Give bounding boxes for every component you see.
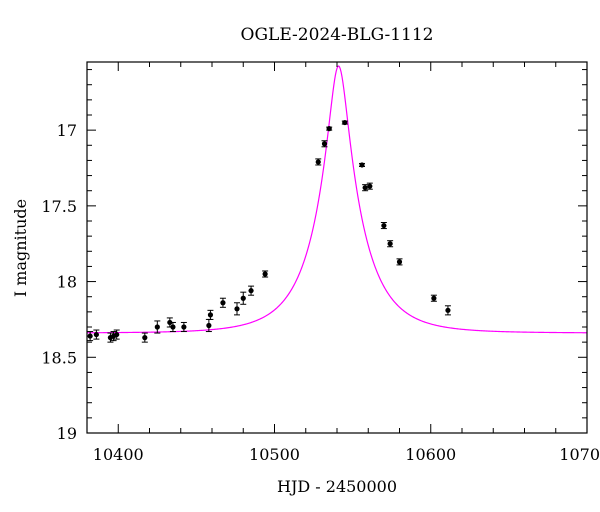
data-marker	[87, 333, 93, 339]
y-tick-label: 18	[57, 273, 77, 292]
data-marker	[234, 306, 240, 312]
data-point	[444, 305, 451, 316]
data-point	[366, 182, 373, 190]
data-marker	[248, 288, 254, 294]
axis-ticks-layer	[86, 62, 588, 434]
x-axis-label: HJD - 2450000	[277, 477, 397, 496]
data-point	[113, 329, 120, 340]
data-point	[87, 331, 94, 342]
data-point	[359, 162, 365, 168]
data-point	[169, 321, 176, 333]
y-tick-label: 19	[57, 424, 77, 443]
data-marker	[167, 319, 173, 326]
data-marker	[142, 335, 148, 341]
data-marker	[321, 141, 328, 147]
data-marker	[431, 295, 437, 301]
data-marker	[93, 331, 99, 338]
data-marker	[387, 241, 393, 247]
data-point	[93, 329, 100, 340]
x-tick-label: 10500	[249, 445, 300, 464]
y-tick-label: 18.5	[41, 348, 77, 367]
data-marker	[342, 119, 348, 126]
data-point	[430, 294, 437, 302]
y-tick-label: 17.5	[41, 197, 77, 216]
data-marker	[362, 185, 368, 191]
data-point	[219, 297, 226, 308]
data-point	[205, 318, 212, 333]
model-curve-layer	[87, 65, 588, 334]
data-marker	[240, 295, 246, 301]
x-tick-label: 10400	[93, 445, 144, 464]
data-point	[180, 321, 187, 333]
data-point	[380, 222, 387, 230]
data-marker	[181, 324, 187, 330]
y-axis-label: I magnitude	[11, 199, 30, 297]
data-point	[396, 258, 403, 266]
y-tick-labels: 17 17.5 18 18.5 19	[41, 121, 77, 443]
data-marker	[220, 300, 226, 306]
data-marker	[315, 159, 321, 165]
data-point	[248, 285, 255, 296]
data-marker	[326, 126, 332, 132]
data-marker	[367, 183, 373, 189]
data-marker	[359, 162, 365, 168]
data-points-layer	[87, 119, 451, 343]
data-marker	[114, 331, 120, 338]
data-marker	[262, 271, 268, 277]
data-marker	[445, 307, 451, 313]
data-point	[240, 291, 247, 305]
data-point	[362, 184, 369, 192]
data-point	[234, 302, 240, 316]
data-marker	[170, 324, 176, 330]
model-curve	[87, 65, 588, 334]
data-point	[341, 119, 348, 126]
data-point	[207, 309, 214, 320]
data-marker	[396, 259, 403, 265]
data-point	[321, 140, 328, 148]
chart-title: OGLE-2024-BLG-1112	[241, 25, 434, 45]
data-point	[315, 158, 322, 166]
x-tick-label: 1070	[559, 445, 600, 464]
x-tick-labels: 10400 10500 10600 1070	[93, 445, 600, 464]
data-marker	[381, 222, 387, 229]
x-tick-label: 10600	[405, 445, 456, 464]
data-marker	[154, 324, 160, 330]
data-point	[262, 270, 269, 278]
data-point	[326, 126, 333, 132]
data-point	[387, 240, 394, 248]
data-marker	[207, 312, 214, 318]
data-point	[141, 332, 148, 343]
data-point	[154, 320, 161, 334]
data-marker	[206, 322, 212, 329]
y-tick-label: 17	[57, 121, 77, 140]
plot-frame	[86, 61, 588, 434]
